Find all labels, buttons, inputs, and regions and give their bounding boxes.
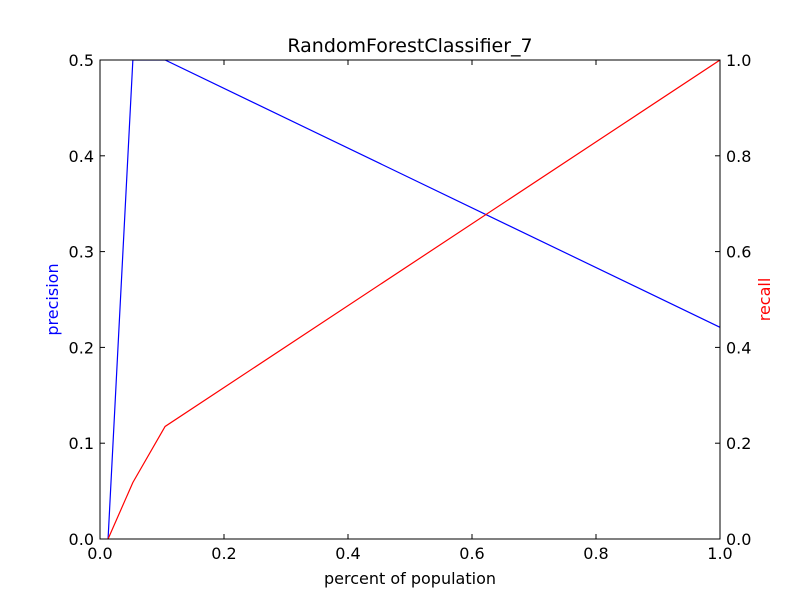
x-tick-label: 1.0 (707, 544, 732, 563)
left-y-tick-label: 0.4 (69, 147, 94, 166)
right-y-tick-label: 0.6 (726, 243, 751, 262)
left-y-tick-label: 0.0 (69, 530, 94, 549)
series-line-recall (107, 60, 720, 539)
right-y-axis-label: recall (755, 278, 774, 322)
series-line-precision (107, 60, 720, 539)
right-y-tick-label: 0.0 (726, 530, 751, 549)
left-y-tick-label: 0.2 (69, 338, 94, 357)
right-y-tick-label: 0.2 (726, 434, 751, 453)
x-tick-label: 0.6 (459, 544, 484, 563)
x-tick-label: 0.0 (87, 544, 112, 563)
x-axis-label: percent of population (324, 569, 496, 588)
left-y-tick-label: 0.5 (69, 51, 94, 70)
right-y-tick-label: 1.0 (726, 51, 751, 70)
plot-frame (99, 59, 721, 540)
ticks-layer: 0.0 0.2 0.4 0.6 0.8 1.00.00.10.20.30.40.50.00… (69, 51, 752, 563)
x-tick-label: 0.2 (211, 544, 236, 563)
series-layer (107, 60, 720, 539)
left-y-tick-label: 0.3 (69, 243, 94, 262)
left-y-axis-label: precision (43, 263, 62, 335)
left-y-tick-label: 0.1 (69, 434, 94, 453)
x-tick-label: 0.4 (335, 544, 360, 563)
right-y-tick-label: 0.8 (726, 147, 751, 166)
right-y-tick-label: 0.4 (726, 338, 751, 357)
x-tick-label: 0.8 (583, 544, 608, 563)
chart-title: RandomForestClassifier_7 (287, 35, 532, 57)
